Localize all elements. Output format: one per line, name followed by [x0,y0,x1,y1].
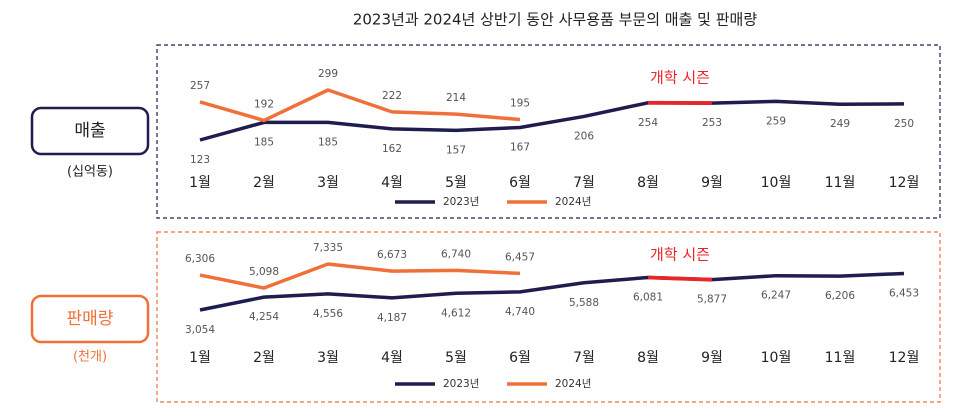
x-tick-label: 6월 [509,175,531,191]
x-tick-label: 9월 [701,350,723,366]
data-label: 185 [318,136,338,148]
data-label: 6,247 [761,290,791,302]
annotation: 개학 시즌 [650,246,710,264]
unit-label: (천개) [73,350,107,365]
x-tick-label: 7월 [573,175,595,191]
panel-label: 판매량 [67,309,114,329]
data-label: 222 [382,90,402,102]
x-tick-label: 2월 [253,350,275,366]
series-line [199,88,521,123]
data-label: 185 [254,136,274,148]
x-tick-label: 4월 [381,175,403,191]
data-label: 249 [830,118,850,130]
data-label: 6,457 [505,251,535,263]
panel-label: 매출 [74,121,105,141]
legend-label: 2024년 [555,196,591,208]
data-label: 6,673 [377,249,407,261]
data-label: 4,740 [505,306,535,318]
chart-title: 2023년과 2024년 상반기 동안 사무용품 부문의 매출 및 판매량 [353,11,757,29]
data-label: 299 [318,68,338,80]
data-label: 6,453 [889,287,919,299]
data-label: 6,306 [185,253,215,265]
data-label: 123 [190,154,210,166]
data-label: 6,081 [633,291,663,303]
data-label: 4,556 [313,308,343,320]
data-label: 4,254 [249,311,279,323]
x-tick-label: 3월 [317,175,339,191]
data-label: 195 [510,98,530,110]
x-tick-label: 1월 [189,175,211,191]
annotation: 개학 시즌 [650,69,710,87]
x-tick-label: 1월 [189,350,211,366]
panel-label-box [30,294,150,344]
data-label: 4,612 [441,307,471,319]
x-tick-label: 8월 [637,350,659,366]
x-tick-label: 5월 [445,175,467,191]
x-tick-label: 10월 [761,175,792,191]
data-label: 254 [638,117,658,129]
panel-frame [156,44,941,219]
data-label: 192 [254,98,274,110]
data-label: 5,588 [569,297,599,309]
series-line [199,262,521,290]
x-tick-label: 12월 [889,175,920,191]
data-label: 6,206 [825,290,855,302]
data-label: 5,877 [697,294,727,306]
data-label: 167 [510,142,530,154]
data-label: 6,740 [441,248,471,260]
data-label: 257 [190,80,210,92]
data-label: 5,098 [249,266,279,278]
legend-label: 2023년 [443,378,479,390]
data-label: 4,187 [377,312,407,324]
x-tick-label: 2월 [253,175,275,191]
legend-label: 2024년 [555,378,591,390]
unit-label: (십억동) [67,165,113,180]
series-line [199,271,905,312]
series-line [199,99,905,142]
data-label: 3,054 [185,324,215,336]
data-label: 250 [894,118,914,130]
x-tick-label: 7월 [573,350,595,366]
x-tick-label: 12월 [889,350,920,366]
data-label: 162 [382,143,402,155]
data-label: 157 [446,144,466,156]
x-tick-label: 3월 [317,350,339,366]
x-tick-label: 11월 [825,175,856,191]
highlight-segment [647,275,713,282]
data-label: 214 [446,92,466,104]
x-tick-label: 4월 [381,350,403,366]
data-label: 206 [574,130,594,142]
x-tick-label: 11월 [825,350,856,366]
x-tick-label: 5월 [445,350,467,366]
data-label: 259 [766,115,786,127]
data-label: 7,335 [313,242,343,254]
legend-label: 2023년 [443,196,479,208]
panel-label-box [30,106,150,156]
x-tick-label: 8월 [637,175,659,191]
panel-frame [156,231,941,403]
x-tick-label: 10월 [761,350,792,366]
data-label: 253 [702,117,722,129]
x-tick-label: 6월 [509,350,531,366]
x-tick-label: 9월 [701,175,723,191]
